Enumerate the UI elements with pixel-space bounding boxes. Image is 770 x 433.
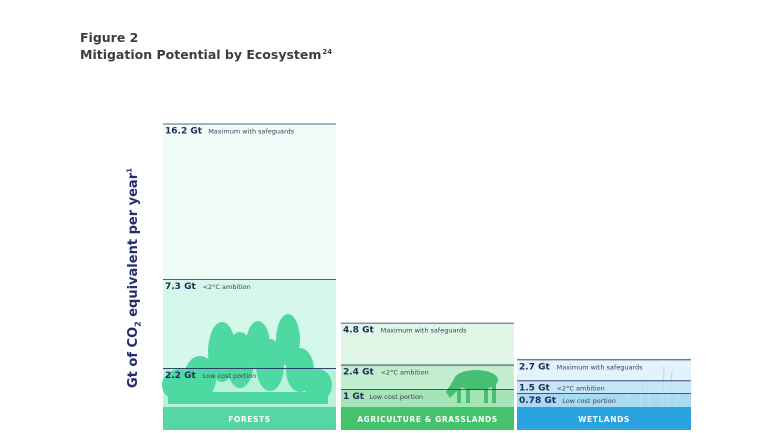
bar-band-agriculture-low-cost-portion [341,389,514,407]
value-label: 16.2 Gt [165,127,203,137]
category-label: WETLANDS [578,415,630,424]
bar-band-wetlands-maximum-with-safeguards [517,359,691,381]
figure-number: Figure 2 [80,30,139,45]
value-description: Maximum with safeguards [557,363,644,371]
value-description: <2°C ambition [557,384,605,392]
bar-band-wetlands--2-c-ambition [517,380,691,394]
figure-title-footnote-ref: 24 [322,48,333,56]
category-label: AGRICULTURE & GRASSLANDS [357,415,498,424]
value-label: 0.78 Gt [519,396,557,406]
bar-band-wetlands-low-cost-portion [517,393,691,407]
value-description: Maximum with safeguards [208,128,295,136]
category-band-wetlands [517,407,691,430]
value-description: Maximum with safeguards [381,327,468,335]
value-description: <2°C ambition [381,369,429,377]
value-description: Low cost portion [369,393,423,401]
bar-band-forests-maximum-with-safeguards [163,124,336,280]
value-label: 2.4 Gt [343,368,374,378]
value-description: Low cost portion [203,372,257,380]
figure-title-text: Mitigation Potential by Ecosystem [80,47,322,62]
value-label: 1 Gt [343,392,365,402]
category-band-agriculture [341,407,514,430]
bar-band-agriculture-maximum-with-safeguards [341,323,514,366]
value-label: 1.5 Gt [519,383,550,393]
value-label: 4.8 Gt [343,326,374,336]
value-label: 2.7 Gt [519,362,550,372]
figure-title: Mitigation Potential by Ecosystem24 [80,45,332,62]
cow-illustration [446,370,498,403]
trees-illustration [162,314,332,404]
value-label: 2.2 Gt [165,371,196,381]
value-description: <2°C ambition [203,283,251,291]
reeds-illustration [625,365,681,405]
category-label: FORESTS [228,415,271,424]
value-label: 7.3 Gt [165,282,196,292]
category-band-forests [163,407,336,430]
value-description: Low cost portion [562,397,616,405]
